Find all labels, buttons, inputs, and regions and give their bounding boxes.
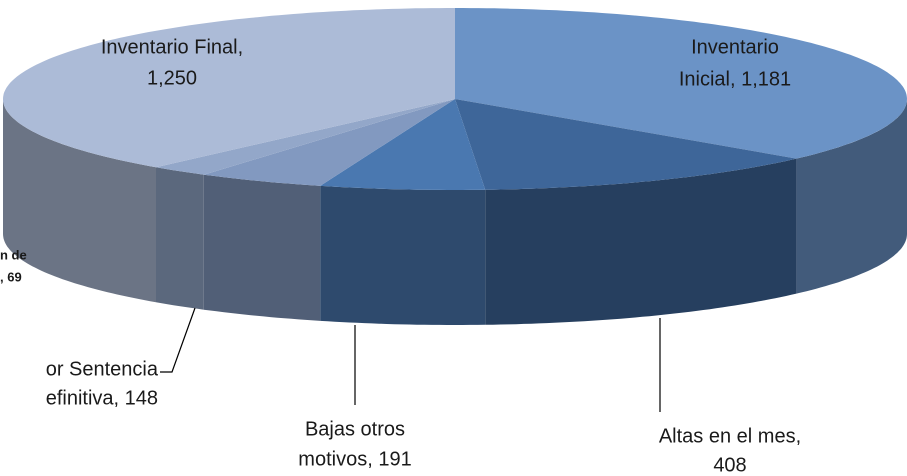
data-label: efinitiva, 148 [46,387,158,409]
data-label: 1,250 [147,67,197,89]
data-label: 408 [713,454,746,476]
data-label: Inicial, 1,181 [679,68,791,90]
leader-line [160,307,196,373]
slice-side [3,99,156,303]
pie-slice [455,99,797,325]
slice-side [796,99,907,294]
pie-slice [455,8,907,294]
pie-slice [3,8,455,303]
data-label: motivos, 191 [298,448,411,470]
data-label: Bajas otros [305,418,405,440]
data-label: Inventario [691,36,779,58]
slice-side [320,185,486,325]
data-label: Altas en el mes, [659,425,801,447]
slice-top [320,99,486,190]
data-label: or Sentencia [46,358,159,380]
pie-slice [203,99,455,321]
data-label: n de [0,247,27,262]
data-label: , 69 [0,269,22,284]
slice-top [203,99,455,186]
slice-top [455,99,797,190]
pie-slice [156,99,455,310]
pie-slice [320,99,486,325]
slice-side [156,167,204,310]
slice-top [455,8,907,159]
slice-top [3,8,455,168]
data-label: Inventario Final, [101,36,243,58]
slice-side [485,158,797,325]
slice-side [203,174,321,321]
slice-top [156,99,455,175]
